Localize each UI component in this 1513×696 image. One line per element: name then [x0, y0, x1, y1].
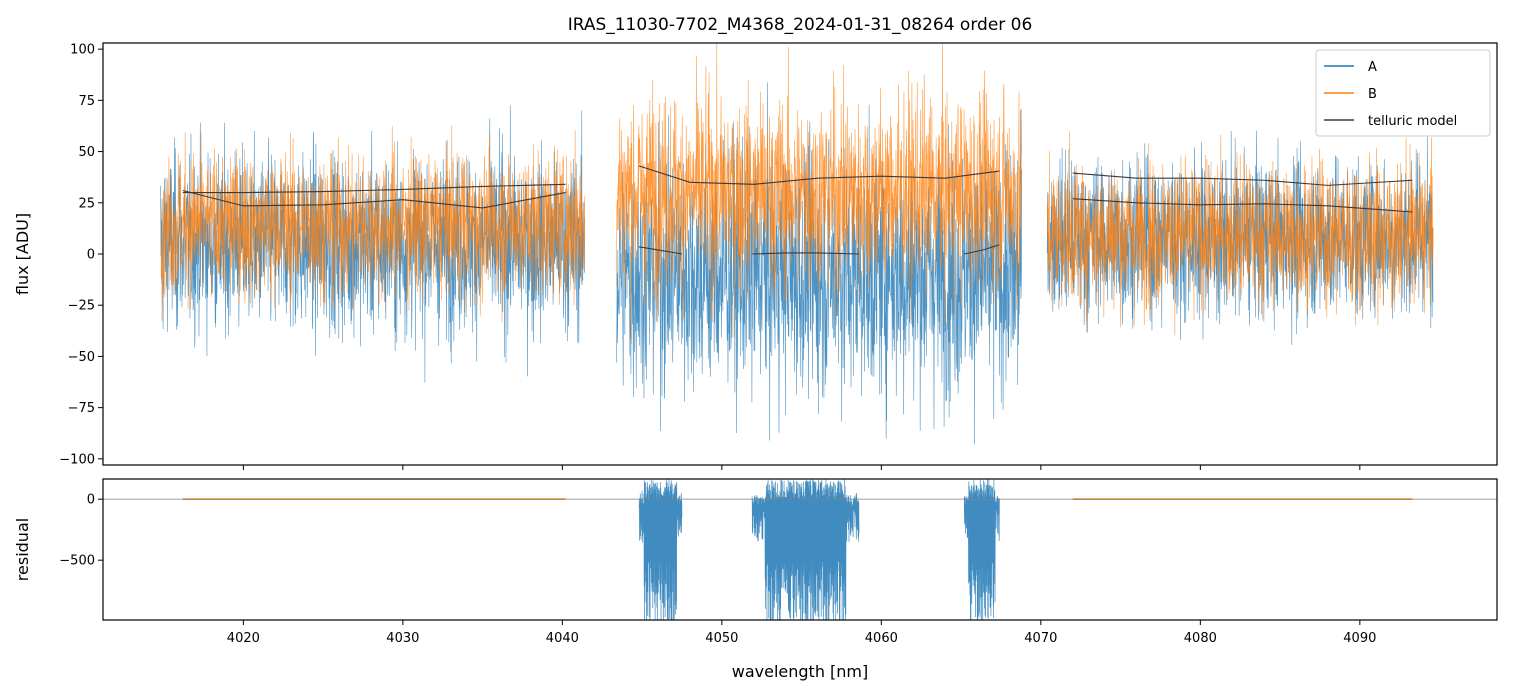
bottom-y-tick-label: −500: [59, 554, 95, 569]
legend-label-b: B: [1368, 87, 1377, 102]
top-y-axis-label: flux [ADU]: [13, 213, 32, 295]
top-y-tick-label: −75: [68, 401, 95, 416]
top-y-tick-label: −100: [59, 452, 95, 467]
bottom-data-layer: [103, 479, 1497, 620]
legend: A B telluric model: [1315, 49, 1491, 137]
residual-a-region: [638, 479, 683, 620]
telluric-model-line: [182, 183, 566, 194]
telluric-model-line: [964, 244, 1000, 255]
telluric-model-line: [1072, 172, 1413, 186]
flux-panel: −100 −75 −50 −25 0 25 50 75 100: [59, 42, 1498, 470]
residual-a-region: [963, 479, 1000, 620]
telluric-model-line: [752, 252, 860, 255]
top-y-tick-label: −50: [68, 350, 95, 365]
top-y-tick-label: 0: [87, 248, 95, 263]
series-a-line: [160, 82, 1434, 445]
bottom-x-tick-label: 4030: [386, 631, 419, 646]
top-data-layer: [160, 43, 1434, 445]
bottom-y-axis-label: residual: [13, 518, 32, 581]
chart-title: IRAS_11030-7702_M4368_2024-01-31_08264 o…: [568, 15, 1033, 35]
bottom-x-tick-label: 4020: [227, 631, 260, 646]
bottom-x-tick-label: 4060: [865, 631, 898, 646]
bottom-x-tick-label: 4070: [1024, 631, 1057, 646]
telluric-model-line: [638, 165, 1000, 185]
bottom-x-tick-label: 4090: [1343, 631, 1376, 646]
bottom-x-tick-label: 4040: [546, 631, 579, 646]
legend-box: [1315, 49, 1491, 137]
telluric-model-line: [1072, 198, 1413, 213]
bottom-axes-frame: [102, 478, 1498, 621]
bottom-y-tick-label: 0: [87, 493, 95, 508]
x-axis-label: wavelength [nm]: [732, 662, 869, 681]
telluric-model-line: [182, 189, 566, 209]
bottom-x-tick-label: 4050: [705, 631, 738, 646]
residual-panel: −500 0 4020 4030 4040 4050 4060 4070 4080 4090: [59, 478, 1498, 646]
top-y-tick-label: 100: [70, 43, 95, 58]
series-b-line: [160, 43, 1434, 345]
top-y-tick-label: 75: [78, 94, 95, 109]
top-y-tick-label: −25: [68, 299, 95, 314]
legend-label-a: A: [1368, 60, 1377, 75]
residual-a-region: [751, 479, 860, 620]
top-y-tick-label: 50: [78, 145, 95, 160]
telluric-model-line: [638, 246, 683, 255]
legend-label-telluric-model: telluric model: [1368, 114, 1457, 129]
bottom-x-tick-label: 4080: [1184, 631, 1217, 646]
top-y-tick-label: 25: [78, 196, 95, 211]
